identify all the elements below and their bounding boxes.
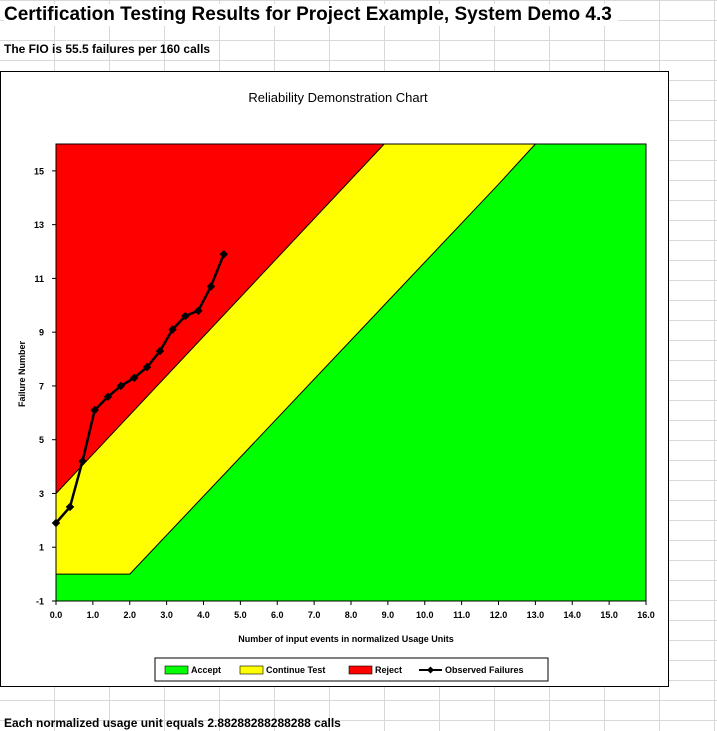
series-layer — [51, 249, 229, 528]
x-tick-label: 7.0 — [308, 610, 321, 620]
observed-failure-point — [142, 362, 152, 372]
observed-failure-point — [219, 249, 229, 259]
y-tick-label: -1 — [36, 597, 44, 607]
chart-title: Reliability Demonstration Chart — [248, 90, 428, 105]
x-tick-label: 11.0 — [453, 610, 470, 620]
x-axis-ticks: 0.0 1.0 2.0 3.0 4.0 5.0 6.0 7.0 8.0 9.0 10.0 11.0 12… — [50, 601, 655, 620]
y-tick-label: 7 — [39, 381, 44, 391]
x-tick-label: 4.0 — [197, 610, 210, 620]
x-tick-label: 10.0 — [416, 610, 434, 620]
observed-failure-point — [90, 405, 99, 415]
x-tick-label: 12.0 — [490, 610, 508, 620]
x-tick-label: 3.0 — [160, 610, 173, 620]
reject-boundary-line — [55, 143, 385, 494]
accept-region — [56, 144, 646, 601]
x-tick-label: 2.0 — [123, 610, 136, 620]
legend-label-accept: Accept — [191, 665, 221, 675]
legend-swatch-accept — [164, 665, 189, 675]
legend-label-observed: Observed Failures — [445, 665, 524, 675]
x-tick-label: 15.0 — [600, 610, 618, 620]
y-tick-label: 1 — [39, 543, 44, 553]
y-tick-label: 9 — [39, 328, 44, 338]
x-tick-label: 1.0 — [87, 610, 100, 620]
observed-failure-point — [168, 325, 177, 334]
observed-failure-point — [65, 502, 75, 512]
accept-boundary-line — [56, 143, 536, 575]
x-tick-label: 8.0 — [345, 610, 358, 620]
x-tick-label: 13.0 — [527, 610, 545, 620]
x-tick-label: 0.0 — [50, 610, 63, 620]
x-tick-label: 16.0 — [637, 610, 655, 620]
legend: Accept Continue Test Reject Observed Fai… — [154, 657, 549, 682]
x-tick-label: 9.0 — [382, 610, 395, 620]
observed-failure-point — [181, 311, 190, 321]
sheet-title: Certification Testing Results for Projec… — [4, 4, 618, 26]
legend-marker-observed — [426, 666, 435, 674]
x-tick-label: 6.0 — [271, 610, 284, 620]
y-tick-label: 3 — [39, 489, 44, 499]
y-tick-label: 13 — [34, 220, 44, 230]
y-axis-label: Failure Number — [17, 340, 27, 407]
observed-failure-point — [155, 346, 165, 356]
x-tick-label: 5.0 — [234, 610, 247, 620]
legend-swatch-continue — [239, 665, 264, 675]
y-tick-label: 11 — [34, 274, 44, 284]
y-tick-label: 5 — [39, 435, 44, 445]
legend-label-reject: Reject — [375, 665, 402, 675]
x-tick-label: 14.0 — [563, 610, 581, 620]
usage-unit-note: Each normalized usage unit equals 2.8828… — [4, 716, 341, 730]
plot-regions — [55, 143, 647, 602]
reliability-chart: Reliability Demonstration Chart 0.0 1.0 2.… — [17, 90, 655, 682]
legend-label-continue: Continue Test — [266, 665, 325, 675]
x-axis-label: Number of input events in normalized Usa… — [238, 634, 454, 644]
chart-container[interactable]: Reliability Demonstration Chart 0.0 1.0 2.… — [0, 71, 669, 687]
y-tick-label: 15 — [34, 166, 44, 176]
legend-swatch-reject — [348, 665, 373, 675]
fio-text: The FIO is 55.5 failures per 160 calls — [4, 42, 211, 56]
